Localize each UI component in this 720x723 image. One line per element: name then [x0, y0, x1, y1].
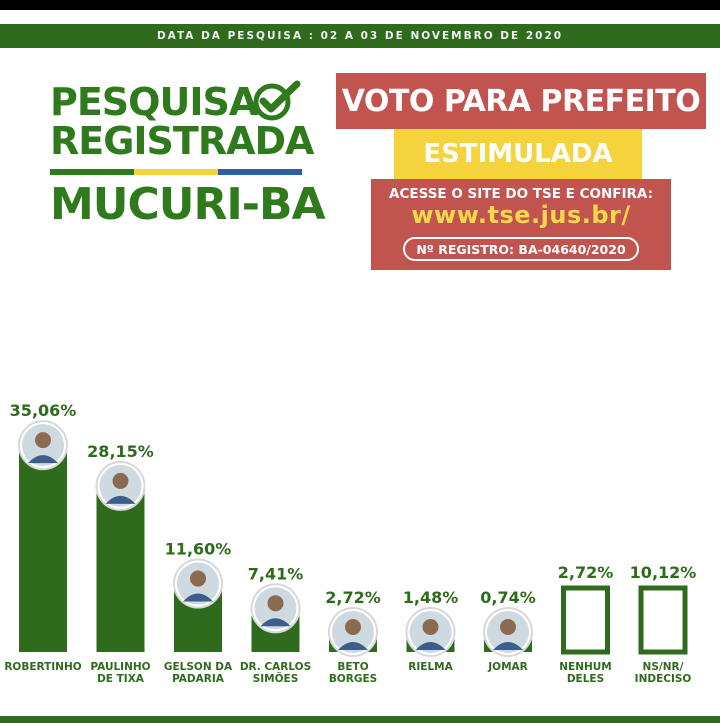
- candidate-photo-icon: [250, 583, 301, 634]
- data-label-5: 1,48%: [403, 588, 459, 607]
- candidate-photo-icon: [173, 558, 223, 609]
- category-label-line: GELSON DA: [163, 661, 233, 673]
- survey-date-text: DATA DA PESQUISA : 02 A 03 DE NOVEMBRO D…: [156, 30, 564, 42]
- top-black-band: [0, 0, 720, 10]
- vote-chart: 35,06% 28,15% 11,60% 7,41% 2,72% 1,48% 0,74% 2,…: [0, 380, 720, 690]
- category-label-line: JOMAR: [488, 661, 528, 673]
- candidate-photo-icon: [405, 607, 456, 657]
- candidate-photo-icon: [18, 420, 68, 471]
- category-label-5: RIELMA: [391, 661, 471, 673]
- category-label-line: BETO: [337, 661, 369, 673]
- data-label-8: 10,12%: [630, 563, 697, 582]
- logo-title-line1: PESQUISA: [50, 80, 258, 124]
- data-label-7: 2,72%: [558, 563, 614, 582]
- category-label-8: NS/NR/INDECISO: [623, 661, 703, 685]
- category-label-line: ROBERTINHO: [4, 661, 82, 673]
- data-label-3: 7,41%: [248, 564, 304, 583]
- candidate-photo-icon: [95, 460, 146, 511]
- logo-color-stripe: [50, 169, 302, 175]
- category-label-line: BORGES: [328, 673, 378, 685]
- data-label-1: 28,15%: [87, 442, 154, 461]
- category-label-line: INDECISO: [634, 673, 692, 685]
- category-label-line: DE TIXA: [97, 673, 144, 685]
- category-label-3: DR. CARLOS SIMÕES: [236, 661, 316, 685]
- category-label-7: NENHUM DELES: [546, 661, 626, 685]
- bar-7: [561, 585, 610, 655]
- tse-url: www.tse.jus.br/: [411, 201, 631, 229]
- poll-subtitle: ESTIMULADA: [394, 129, 642, 179]
- category-label-line: NS/NR/: [642, 661, 684, 673]
- poll-subtitle-text: ESTIMULADA: [423, 139, 613, 169]
- category-label-line: PAULINHO: [90, 661, 151, 673]
- data-label-0: 35,06%: [10, 401, 77, 420]
- category-label-0: ROBERTINHO: [3, 661, 83, 673]
- survey-date-bar: DATA DA PESQUISA : 02 A 03 DE NOVEMBRO D…: [0, 24, 720, 48]
- bar-0: [19, 445, 67, 652]
- vote-chart-svg: 35,06% 28,15% 11,60% 7,41% 2,72% 1,48% 0,74% 2,…: [10, 401, 697, 657]
- poll-title: VOTO PARA PREFEITO: [336, 73, 706, 129]
- data-label-4: 2,72%: [325, 588, 381, 607]
- category-label-4: BETO BORGES: [313, 661, 393, 685]
- category-label-line: DELES: [566, 673, 605, 685]
- registration-badge: Nº REGISTRO: BA-04640/2020: [403, 237, 639, 261]
- bottom-green-band: [0, 716, 720, 723]
- data-label-2: 11,60%: [165, 540, 232, 559]
- candidate-photo-icon: [483, 607, 533, 657]
- poll-title-text: VOTO PARA PREFEITO: [341, 83, 701, 119]
- data-label-6: 0,74%: [480, 588, 536, 607]
- category-label-line: RIELMA: [408, 661, 453, 673]
- candidate-photo-icon: [328, 607, 378, 657]
- category-label-2: GELSON DA PADARIA: [158, 661, 238, 685]
- category-label-6: JOMAR: [468, 661, 548, 673]
- category-label-line: NENHUM: [559, 661, 612, 673]
- logo-city: MUCURI-BA: [50, 179, 326, 230]
- registration-number: Nº REGISTRO: BA-04640/2020: [416, 241, 626, 257]
- category-label-line: DR. CARLOS: [239, 661, 312, 673]
- check-circle-icon: [253, 80, 301, 121]
- category-label-1: PAULINHO DE TIXA: [81, 661, 161, 685]
- bar-8: [638, 585, 688, 655]
- tse-instruction: ACESSE O SITE DO TSE E CONFIRA:: [389, 186, 653, 202]
- bar-1: [96, 485, 145, 652]
- tse-info-box: ACESSE O SITE DO TSE E CONFIRA: www.tse.…: [371, 179, 671, 270]
- category-label-line: SIMÕES: [252, 673, 299, 685]
- category-label-line: PADARIA: [172, 673, 224, 685]
- logo-title-line2: REGISTRADA: [50, 119, 314, 163]
